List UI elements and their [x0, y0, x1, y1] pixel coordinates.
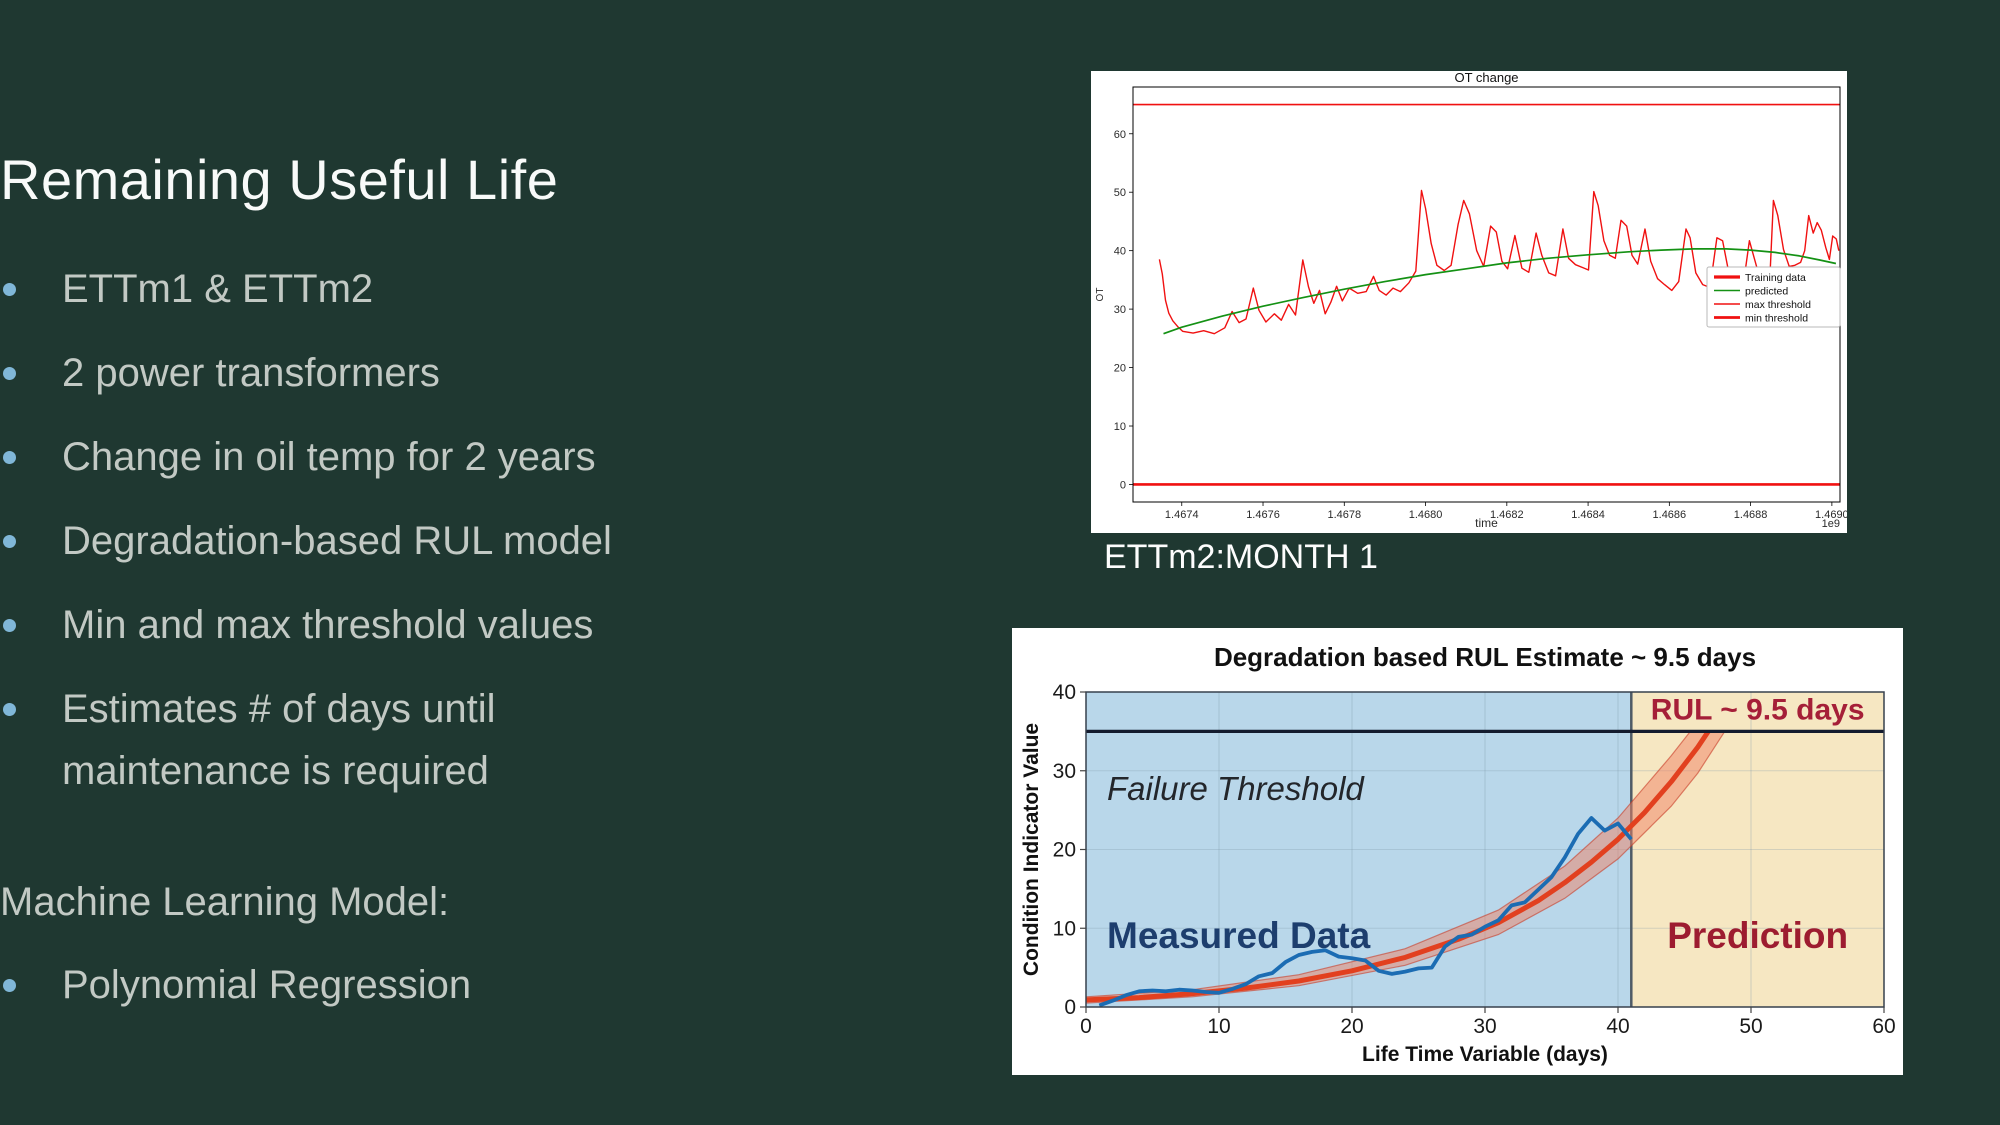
- list-item: ETTm1 & ETTm2: [0, 258, 660, 320]
- x-tick-label: 1.4680: [1409, 509, 1443, 521]
- y-tick-label: 20: [1053, 839, 1076, 862]
- x-tick-label: 30: [1473, 1015, 1496, 1038]
- y-tick-label: 40: [1053, 681, 1076, 704]
- ot-change-chart: 0 10 20 30 40 50 60 1.4674 1.4676 1.4678 1.4680 1.4…: [1091, 71, 1847, 533]
- y-tick-label: 30: [1114, 304, 1126, 316]
- top-chart-caption: ETTm2:MONTH 1: [1104, 538, 1378, 576]
- bullet-list: ETTm1 & ETTm2 2 power transformers Chang…: [0, 258, 660, 824]
- bullet-text: 2 power transformers: [62, 351, 440, 395]
- y-tick-label: 20: [1114, 363, 1126, 375]
- bullet-dot-icon: [3, 979, 16, 992]
- list-item: 2 power transformers: [0, 342, 660, 404]
- training-data-line: [1158, 189, 1840, 335]
- bullet-dot-icon: [3, 703, 16, 716]
- confidence-band: [1086, 731, 1726, 1004]
- legend-label: max threshold: [1745, 299, 1811, 311]
- bullet-dot-icon: [3, 619, 16, 632]
- list-item: Change in oil temp for 2 years: [0, 426, 660, 488]
- x-tick-label: 1.4678: [1327, 509, 1361, 521]
- x-tick-label: 1.4690: [1815, 509, 1847, 521]
- x-axis-offset-label: 1e9: [1822, 518, 1840, 530]
- legend-label: predicted: [1745, 286, 1788, 298]
- legend-label: Training data: [1745, 272, 1806, 284]
- bullet-dot-icon: [3, 367, 16, 380]
- bullet-text: Change in oil temp for 2 years: [62, 435, 596, 479]
- y-tick-label: 10: [1114, 421, 1126, 433]
- page-title: Remaining Useful Life: [0, 148, 559, 211]
- x-tick-label: 1.4688: [1734, 509, 1768, 521]
- ot-change-chart-panel: 0 10 20 30 40 50 60 1.4674 1.4676 1.4678 1.4680 1.4…: [1091, 71, 1847, 533]
- y-tick-label: 40: [1114, 246, 1126, 258]
- legend-label: min threshold: [1745, 313, 1808, 325]
- x-axis-label: Life Time Variable (days): [1362, 1043, 1608, 1066]
- y-tick-label: 10: [1053, 917, 1076, 940]
- x-axis-label: time: [1475, 516, 1498, 530]
- x-tick-label: 50: [1739, 1015, 1762, 1038]
- chart-title: Degradation based RUL Estimate ~ 9.5 day…: [1214, 642, 1756, 672]
- list-item: Polynomial Regression: [0, 954, 660, 1016]
- measured-data-label: Measured Data: [1107, 915, 1371, 956]
- ml-bullet-list: Polynomial Regression: [0, 954, 660, 1038]
- chart-title: OT change: [1454, 71, 1518, 85]
- prediction-region: [1631, 692, 1884, 1007]
- prediction-label: Prediction: [1667, 915, 1848, 956]
- x-tick-label: 1.4676: [1246, 509, 1280, 521]
- measured-data-region: [1086, 692, 1632, 1007]
- y-tick-label: 60: [1114, 129, 1126, 141]
- bullet-text: Min and max threshold values: [62, 603, 594, 647]
- bullet-text: Degradation-based RUL model: [62, 519, 612, 563]
- bullet-text: ETTm1 & ETTm2: [62, 267, 374, 311]
- y-tick-label: 30: [1053, 760, 1076, 783]
- x-tick-label: 1.4684: [1571, 509, 1605, 521]
- x-tick-label: 1.4682: [1490, 509, 1524, 521]
- ml-model-heading: Machine Learning Model:: [0, 880, 450, 924]
- bullet-text: Estimates # of days until maintenance is…: [62, 687, 496, 793]
- list-item: Degradation-based RUL model: [0, 510, 660, 572]
- x-tick-label: 20: [1340, 1015, 1363, 1038]
- measured-data-line: [1098, 816, 1633, 1008]
- x-tick-label: 10: [1207, 1015, 1230, 1038]
- x-tick-label: 0: [1080, 1015, 1092, 1038]
- y-tick-label: 50: [1114, 187, 1126, 199]
- list-item: Estimates # of days until maintenance is…: [0, 678, 660, 802]
- rul-estimate-chart: 0 10 20 30 40 50 60 0 10 20 30 40 Degradation based …: [1012, 628, 1903, 1075]
- bullet-dot-icon: [3, 535, 16, 548]
- list-item: Min and max threshold values: [0, 594, 660, 656]
- x-tick-label: 1.4686: [1653, 509, 1687, 521]
- rul-label: RUL ~ 9.5 days: [1651, 693, 1865, 726]
- predicted-line: [1163, 248, 1837, 335]
- y-axis-label: Condition Indicator Value: [1020, 723, 1043, 976]
- y-tick-label: 0: [1064, 996, 1076, 1019]
- bullet-text: Polynomial Regression: [62, 963, 472, 1007]
- bullet-dot-icon: [3, 283, 16, 296]
- bullet-dot-icon: [3, 451, 16, 464]
- rul-estimate-chart-panel: 0 10 20 30 40 50 60 0 10 20 30 40 Degradation based …: [1012, 628, 1903, 1075]
- x-tick-label: 40: [1606, 1015, 1629, 1038]
- x-tick-label: 60: [1872, 1015, 1895, 1038]
- y-tick-label: 0: [1120, 479, 1126, 491]
- x-tick-label: 1.4674: [1165, 509, 1199, 521]
- failure-threshold-label: Failure Threshold: [1107, 770, 1365, 807]
- y-axis-label: OT: [1095, 288, 1106, 302]
